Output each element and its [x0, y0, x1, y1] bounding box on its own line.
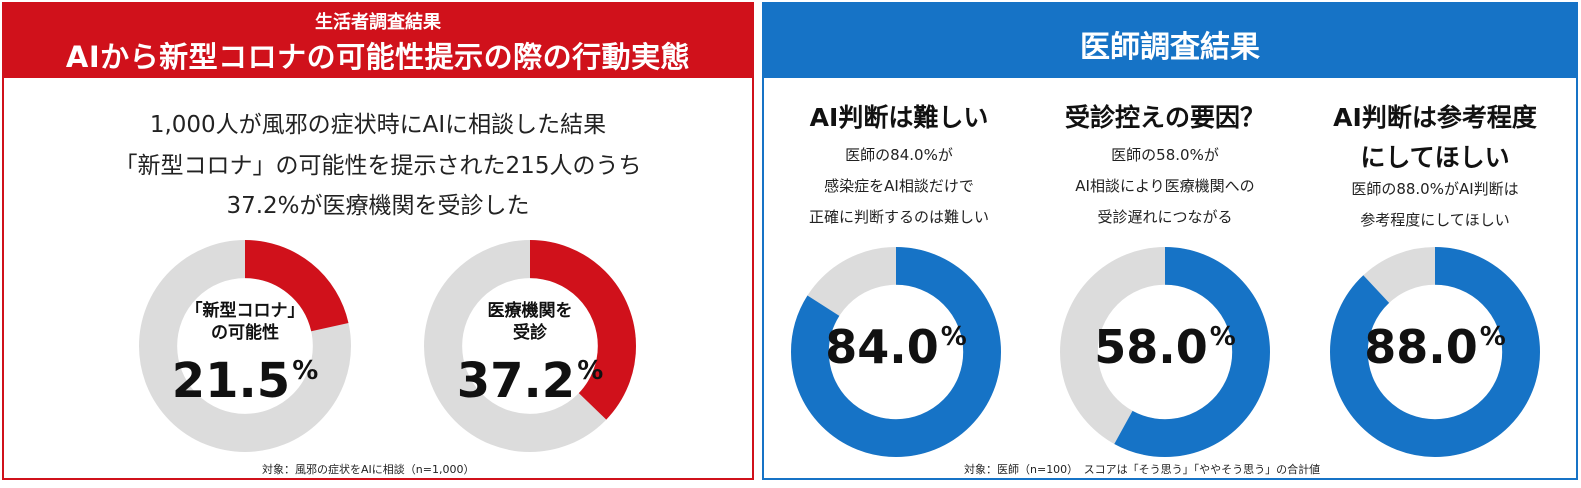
doctor-col-1-desc-line-1: 医師の84.0%が — [845, 146, 953, 164]
donut-value-slice — [424, 240, 636, 452]
doctor-col-2-value: 58.0% — [1060, 320, 1270, 374]
clinic-visit-label-line-1: 医療機関を — [487, 301, 573, 321]
doctor-col-1-heading-line-1: AI判断は難しい — [809, 103, 989, 132]
doctor-col-2-desc-line-1: 医師の58.0%が — [1111, 146, 1219, 164]
consumer-summary-line-2: 「新型コロナ」の可能性を提示された215人のうち — [114, 153, 642, 179]
consumer-header-title: AIから新型コロナの可能性提示の際の行動実態 — [65, 40, 691, 74]
doctor-col-2-donut — [1060, 247, 1270, 457]
consumer-summary-line-3: 37.2%が医療機関を受診した — [226, 193, 530, 219]
doctor-header-title: 医師調査結果 — [1080, 30, 1260, 65]
doctor-col-1-donut — [791, 247, 1001, 457]
doctor-col-1-heading: AI判断は難しい — [774, 98, 1024, 138]
doctor-col-2-desc-line-2: AI相談により医療機関への — [1075, 177, 1255, 195]
corona-possibility-value-unit: % — [292, 356, 319, 386]
consumer-header: 生活者調査結果 AIから新型コロナの可能性提示の際の行動実態 — [4, 4, 752, 78]
doctor-col-3-value-number: 88.0 — [1364, 320, 1478, 374]
doctor-col-3-description: 医師の88.0%がAI判断は 参考程度にしてほしい — [1310, 174, 1560, 236]
corona-possibility-label-line-1: 「新型コロナ」 — [185, 301, 305, 321]
doctor-col-3-donut — [1330, 247, 1540, 457]
doctor-col-1-value-number: 84.0 — [825, 320, 939, 374]
doctor-col-2-value-number: 58.0 — [1094, 320, 1208, 374]
consumer-survey-panel: 生活者調査結果 AIから新型コロナの可能性提示の際の行動実態 1,000人が風邪… — [2, 2, 754, 480]
doctor-col-2-desc-line-3: 受診遅れにつながる — [1097, 208, 1233, 226]
corona-possibility-label-line-2: の可能性 — [211, 323, 279, 343]
donut-value-slice — [1330, 247, 1540, 457]
doctor-header: 医師調査結果 — [764, 4, 1576, 78]
consumer-footnote: 対象：風邪の症状をAIに相談（n=1,000） — [262, 463, 475, 476]
corona-possibility-value: 21.5% — [155, 344, 335, 408]
doctor-footnote: 対象：医師（n=100） スコアは「そう思う」「ややそう思う」の合計値 — [964, 463, 1321, 476]
doctor-col-2-value-unit: % — [1209, 322, 1236, 352]
consumer-header-subtitle: 生活者調査結果 — [315, 12, 441, 33]
doctor-col-3-heading: AI判断は参考程度 にしてほしい — [1310, 98, 1560, 178]
clinic-visit-value-unit: % — [577, 356, 604, 386]
doctor-col-3-desc-line-1: 医師の88.0%がAI判断は — [1351, 180, 1519, 198]
clinic-visit-label: 医療機関を 受診 — [454, 300, 606, 344]
donut-value-slice — [791, 247, 1001, 457]
doctor-col-1-value-unit: % — [940, 322, 967, 352]
doctor-col-3-heading-line-2: にしてほしい — [1360, 143, 1510, 172]
corona-possibility-label: 「新型コロナ」 の可能性 — [169, 300, 321, 344]
doctor-col-1-value: 84.0% — [791, 320, 1001, 374]
doctor-col-1-description: 医師の84.0%が 感染症をAI相談だけで 正確に判断するのは難しい — [774, 140, 1024, 233]
consumer-summary-line-1: 1,000人が風邪の症状時にAIに相談した結果 — [149, 112, 607, 138]
donut-value-slice — [1060, 247, 1270, 457]
clinic-visit-label-line-2: 受診 — [513, 323, 547, 343]
doctor-col-3-heading-line-1: AI判断は参考程度 — [1333, 103, 1537, 132]
doctor-survey-panel: 医師調査結果 AI判断は難しい 医師の84.0%が 感染症をAI相談だけで 正確… — [762, 2, 1578, 480]
doctor-col-1-desc-line-2: 感染症をAI相談だけで — [824, 177, 974, 195]
corona-possibility-value-number: 21.5 — [171, 353, 291, 409]
clinic-visit-value-number: 37.2 — [456, 353, 576, 409]
doctor-col-2-heading-line-1: 受診控えの要因？ — [1064, 103, 1265, 132]
doctor-col-1-desc-line-3: 正確に判断するのは難しい — [808, 208, 989, 226]
clinic-visit-donut — [424, 240, 636, 452]
doctor-col-2-heading: 受診控えの要因？ — [1040, 98, 1290, 138]
corona-possibility-donut — [139, 240, 351, 452]
doctor-col-2-description: 医師の58.0%が AI相談により医療機関への 受診遅れにつながる — [1040, 140, 1290, 233]
doctor-col-3-value: 88.0% — [1330, 320, 1540, 374]
clinic-visit-value: 37.2% — [440, 344, 620, 408]
donut-value-slice — [139, 240, 351, 452]
doctor-col-3-value-unit: % — [1479, 322, 1506, 352]
doctor-col-3-desc-line-2: 参考程度にしてほしい — [1360, 211, 1510, 229]
